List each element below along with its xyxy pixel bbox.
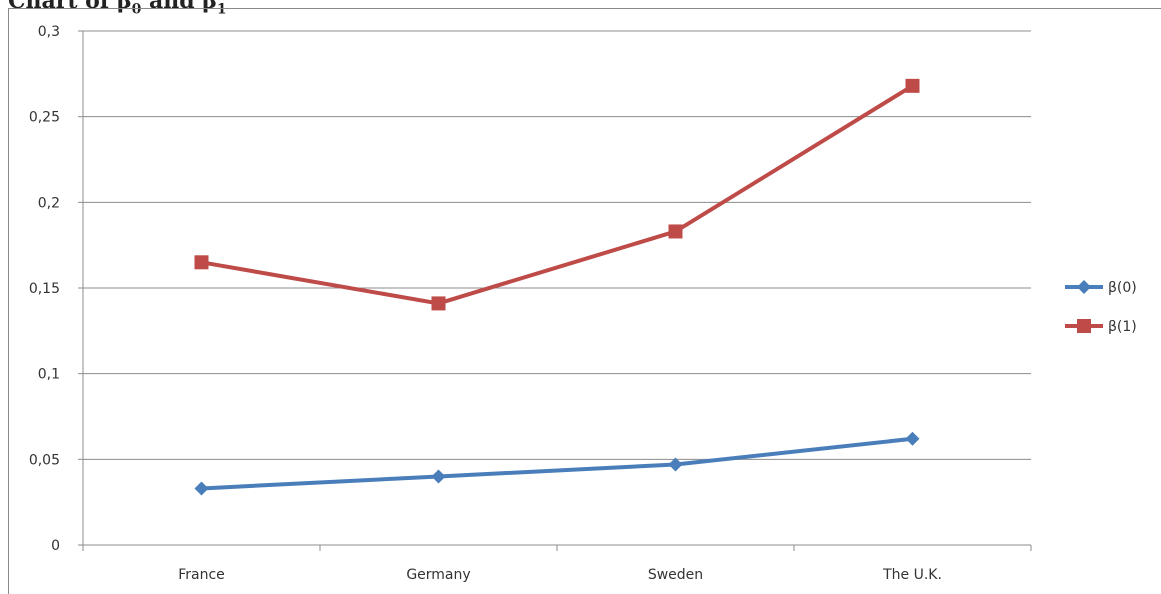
y-tick-label: 0,15 — [29, 281, 60, 297]
legend-marker-diamond — [1077, 280, 1091, 294]
series-line-1 — [201, 436, 913, 491]
y-tick-label: 0,25 — [29, 110, 60, 126]
legend-marker-square — [1077, 319, 1091, 333]
x-tick-label: The U.K. — [882, 567, 942, 583]
x-tick-label: France — [178, 567, 225, 583]
legend-label: β(0) — [1108, 280, 1137, 296]
data-point-diamond — [668, 457, 683, 472]
x-tick-label: Germany — [406, 567, 470, 583]
data-point-square — [668, 224, 683, 239]
y-tick-label: 0,2 — [38, 195, 60, 211]
chart-frame-left — [8, 8, 9, 594]
y-tick-label: 0,3 — [38, 24, 60, 40]
axes — [78, 30, 1032, 551]
data-point-square — [905, 78, 920, 93]
x-tick-label: Sweden — [648, 567, 703, 583]
y-tick-label: 0 — [51, 538, 60, 554]
gridlines — [83, 30, 1031, 460]
y-tick-labels: 0 0,05 0,1 0,15 0,2 0,25 0,3 — [29, 24, 60, 554]
x-tick-labels: France Germany Sweden The U.K. — [178, 567, 942, 583]
legend: β(0) β(1) — [1065, 280, 1137, 335]
data-point-square — [194, 255, 209, 270]
y-tick-label: 0,1 — [38, 367, 60, 383]
legend-label: β(1) — [1108, 319, 1137, 335]
data-point-diamond — [431, 469, 446, 484]
chart-frame-top — [8, 8, 1161, 9]
data-point-diamond — [905, 431, 920, 446]
data-point-square — [431, 296, 446, 311]
series-group — [194, 78, 920, 496]
chart-title: Chart of β0 and β1 — [8, 0, 227, 18]
series-line-2 — [201, 84, 914, 306]
data-point-diamond — [194, 481, 209, 496]
y-tick-label: 0,05 — [29, 452, 60, 468]
